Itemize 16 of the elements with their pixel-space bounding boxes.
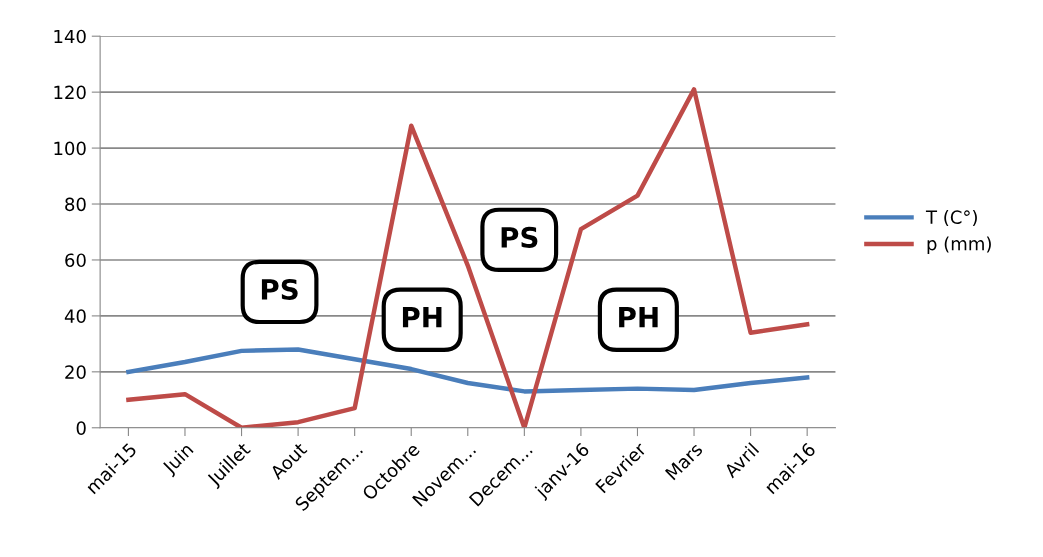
y-tick-label: 100 [54,141,86,156]
y-tick-label: 120 [54,85,86,100]
line-series [126,347,810,394]
y-tick-label: 80 [65,197,86,212]
y-tick-label: 0 [76,421,86,435]
annotation: PS [501,226,538,248]
annotation: PH [619,307,658,328]
y-tick-label: 140 [54,29,86,44]
legend-label: T (C°) [925,210,977,227]
annotation: PH [402,307,442,328]
y-tick-label: 60 [65,253,86,268]
line-series [126,87,810,428]
annotation: PS [261,278,298,300]
y-tick-label: 20 [65,365,86,379]
legend-label: p (mm) [927,236,991,254]
y-tick-label: 40 [64,309,86,324]
